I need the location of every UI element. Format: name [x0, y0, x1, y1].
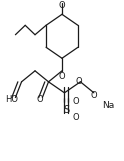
Text: O: O [59, 1, 65, 10]
Text: HO: HO [5, 95, 18, 104]
Text: O: O [73, 97, 79, 106]
Text: O: O [37, 95, 43, 104]
Text: S: S [63, 105, 69, 115]
Text: O: O [91, 91, 97, 100]
Text: O: O [75, 76, 82, 85]
Text: Na: Na [102, 101, 115, 110]
Text: O: O [59, 72, 65, 81]
Text: O: O [73, 113, 79, 122]
